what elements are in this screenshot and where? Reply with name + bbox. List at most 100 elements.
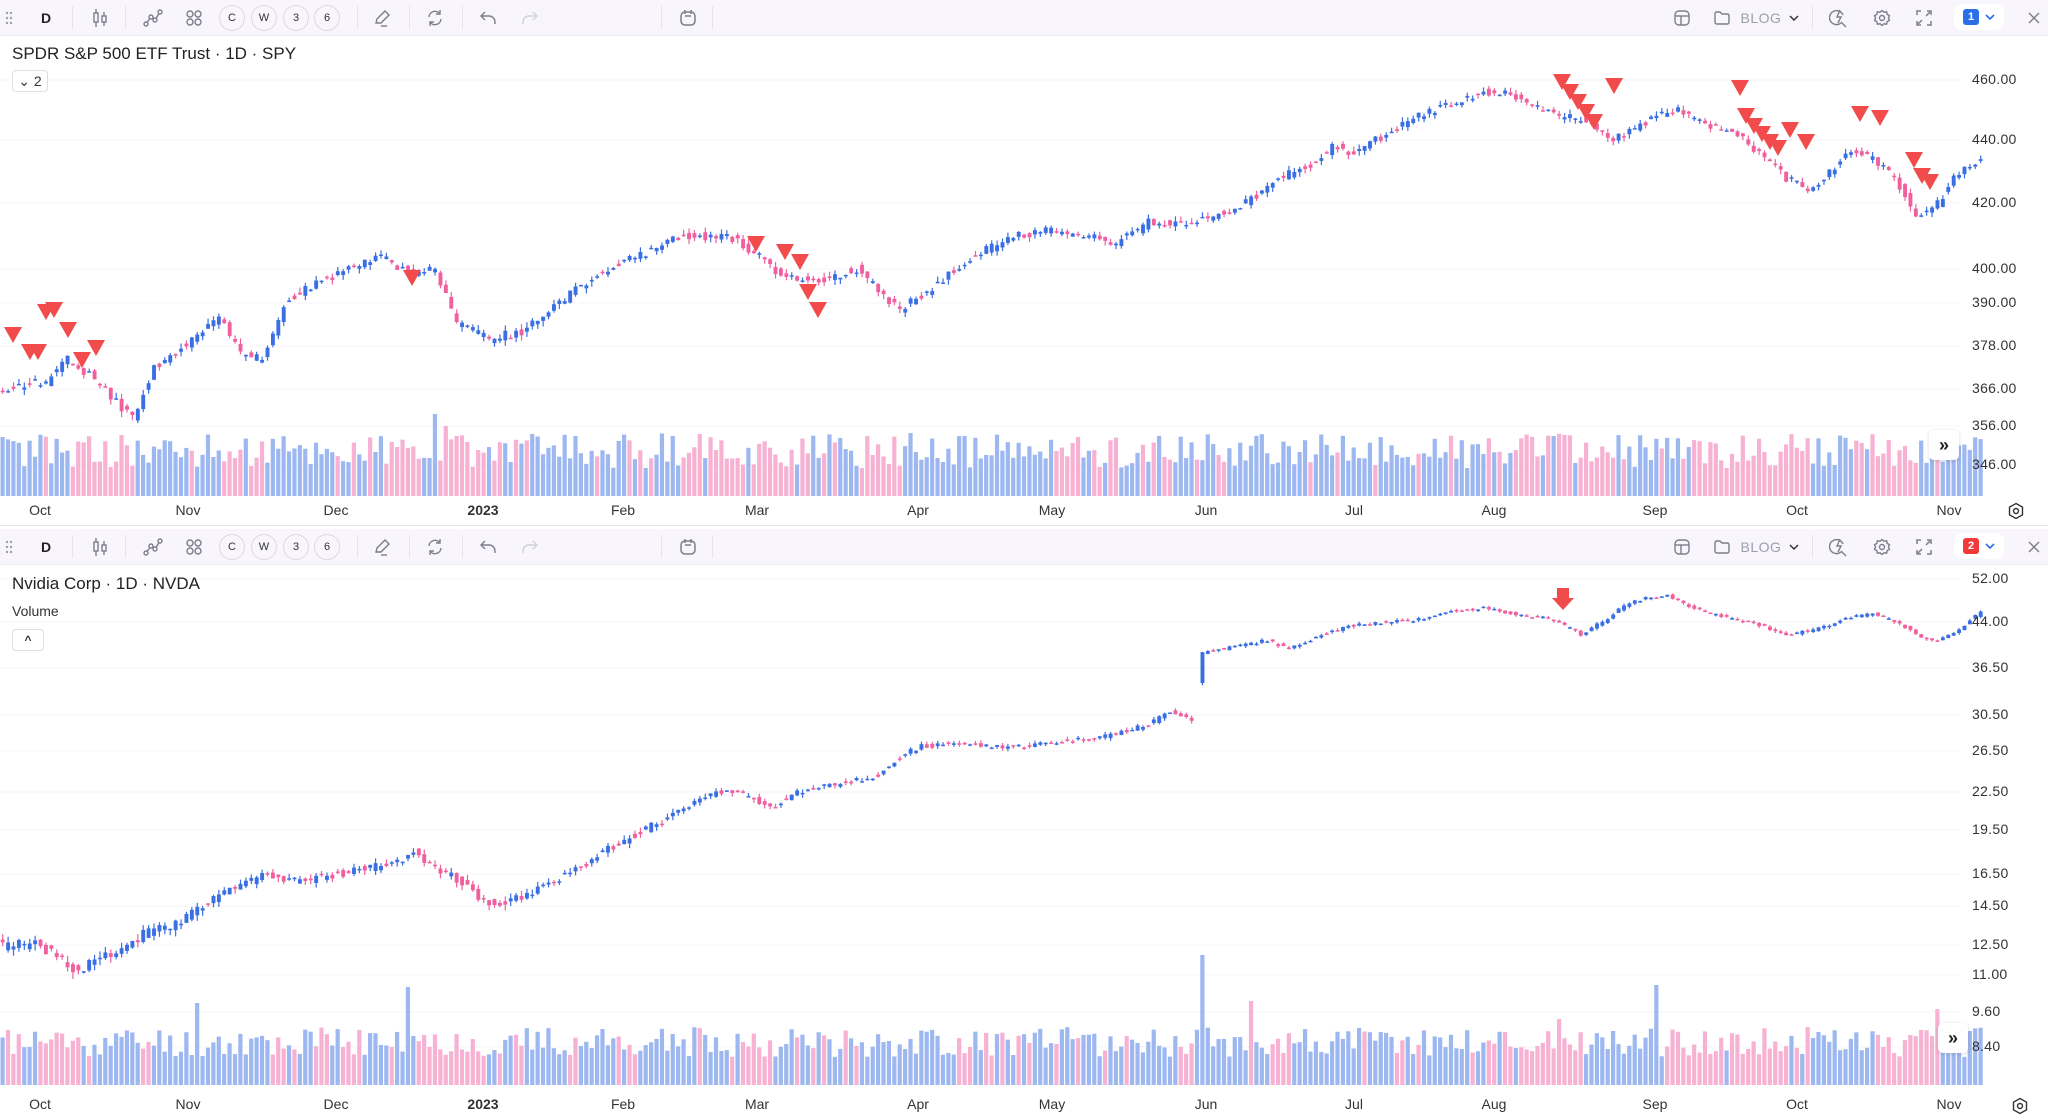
indicator-line-icon[interactable]	[139, 529, 167, 564]
indicator-legend-toggle[interactable]: ⌄ 2	[12, 70, 48, 92]
chevron-down-icon	[1985, 543, 1995, 549]
layout-icon[interactable]	[1668, 529, 1696, 564]
divider	[357, 535, 358, 558]
time-axis-spy[interactable]: Oct Nov Dec 2023 Feb Mar Apr May Jun Jul Aug Sep Oct…	[0, 502, 1961, 522]
time-tick-label: Aug	[1481, 1096, 1507, 1112]
chart-title-nvda: Nvidia Corp · 1D · NVDA	[12, 574, 200, 593]
layout-grid-icon[interactable]	[180, 0, 208, 35]
scroll-to-latest-button[interactable]: »	[1929, 430, 1959, 460]
settings-gear-icon[interactable]	[1868, 0, 1896, 35]
pane-link-selector[interactable]: 1	[1954, 4, 2004, 30]
price-tick-label: 378.00	[1972, 337, 2017, 353]
chevron-down-icon	[1985, 14, 1995, 20]
price-tick-label: 30.50	[1972, 706, 2009, 722]
pencil-icon[interactable]	[368, 529, 396, 564]
price-tick-label: 12.50	[1972, 936, 2009, 952]
time-tick-label: Nov	[1936, 1096, 1962, 1112]
price-tick-label: 26.50	[1972, 742, 2009, 758]
scroll-to-latest-button[interactable]: »	[1938, 1023, 1968, 1053]
volume-indicator-label: Volume	[12, 603, 59, 619]
price-tick-label: 44.00	[1972, 613, 2009, 629]
indicator-line-icon[interactable]	[139, 0, 167, 35]
axis-settings-icon[interactable]	[2010, 1096, 2030, 1116]
price-tick-label: 440.00	[1972, 131, 2017, 147]
chevron-down-icon[interactable]	[1786, 529, 1802, 564]
fullscreen-icon[interactable]	[1910, 0, 1938, 35]
time-tick-label: 2023	[467, 1096, 499, 1112]
range-6-button[interactable]: 6	[314, 5, 340, 31]
drag-handle-icon[interactable]	[2, 0, 16, 35]
pencil-icon[interactable]	[368, 0, 396, 35]
divider	[661, 6, 662, 29]
fullscreen-icon[interactable]	[1910, 529, 1938, 564]
timeframe-button[interactable]: D	[40, 538, 52, 555]
time-tick-label: Oct	[29, 502, 51, 518]
time-tick-label: Jun	[1194, 1096, 1218, 1112]
chart-title-spy: SPDR S&P 500 ETF Trust · 1D · SPY	[12, 44, 297, 63]
time-tick-label: 2023	[467, 502, 499, 518]
folder-icon[interactable]	[1708, 0, 1736, 35]
axis-settings-icon[interactable]	[2006, 501, 2026, 521]
price-tick-label: 14.50	[1972, 897, 2009, 913]
weekly-w-button[interactable]: W	[251, 534, 277, 560]
divider	[1812, 6, 1813, 29]
time-tick-label: Oct	[1786, 1096, 1808, 1112]
divider	[72, 535, 73, 558]
layout-grid-icon[interactable]	[180, 529, 208, 564]
time-tick-label: Jun	[1194, 502, 1218, 518]
blog-layout-label[interactable]: BLOG	[1740, 9, 1782, 26]
refresh-icon[interactable]	[421, 529, 449, 564]
divider	[409, 535, 410, 558]
pane-link-selector[interactable]: 2	[1954, 533, 2004, 559]
flash-search-icon[interactable]	[1824, 0, 1854, 35]
price-tick-label: 19.50	[1972, 821, 2009, 837]
redo-icon[interactable]	[516, 0, 544, 35]
compare-c-button[interactable]: C	[219, 534, 245, 560]
time-tick-label: Mar	[744, 1096, 770, 1112]
refresh-icon[interactable]	[421, 0, 449, 35]
price-tick-label: 22.50	[1972, 783, 2009, 799]
calendar-icon[interactable]	[674, 0, 702, 35]
blog-layout-label[interactable]: BLOG	[1740, 538, 1782, 555]
time-tick-label: Feb	[610, 1096, 636, 1112]
compare-c-button[interactable]: C	[219, 5, 245, 31]
time-tick-label: May	[1038, 1096, 1066, 1112]
divider	[462, 535, 463, 558]
range-6-button[interactable]: 6	[314, 534, 340, 560]
time-axis-nvda[interactable]: Oct Nov Dec 2023 Feb Mar Apr May Jun Jul Aug Sep Oct…	[0, 1096, 1962, 1116]
undo-icon[interactable]	[474, 0, 502, 35]
time-tick-label: Jul	[1345, 1096, 1363, 1112]
divider	[409, 6, 410, 29]
chevron-down-icon[interactable]	[1786, 0, 1802, 35]
settings-gear-icon[interactable]	[1868, 529, 1896, 564]
folder-icon[interactable]	[1708, 529, 1736, 564]
calendar-icon[interactable]	[674, 529, 702, 564]
drag-handle-icon[interactable]	[2, 529, 16, 564]
close-icon[interactable]	[2024, 0, 2044, 35]
time-tick-label: Sep	[1642, 502, 1668, 518]
weekly-w-button[interactable]: W	[251, 5, 277, 31]
indicator-legend-collapse[interactable]: ^	[12, 629, 44, 651]
time-tick-label: Dec	[323, 502, 349, 518]
time-tick-label: Oct	[1786, 502, 1808, 518]
flash-search-icon[interactable]	[1824, 529, 1854, 564]
undo-icon[interactable]	[474, 529, 502, 564]
spy-price-chart[interactable]	[0, 36, 2048, 496]
toolbar-top: D C W 3 6 BLOG	[0, 0, 2048, 36]
price-tick-label: 460.00	[1972, 71, 2017, 87]
nvda-price-chart[interactable]	[0, 565, 2048, 1090]
timeframe-button[interactable]: D	[40, 9, 52, 26]
layout-icon[interactable]	[1668, 0, 1696, 35]
time-tick-label: Apr	[907, 502, 929, 518]
candlestick-icon[interactable]	[86, 529, 114, 564]
time-tick-label: May	[1038, 502, 1066, 518]
price-tick-label: 9.60	[1972, 1003, 2001, 1019]
range-3-button[interactable]: 3	[283, 5, 309, 31]
pane-divider[interactable]	[0, 525, 2048, 526]
close-icon[interactable]	[2024, 529, 2044, 564]
pane-number-badge: 2	[1963, 538, 1979, 554]
candlestick-icon[interactable]	[86, 0, 114, 35]
divider	[661, 535, 662, 558]
range-3-button[interactable]: 3	[283, 534, 309, 560]
redo-icon[interactable]	[516, 529, 544, 564]
